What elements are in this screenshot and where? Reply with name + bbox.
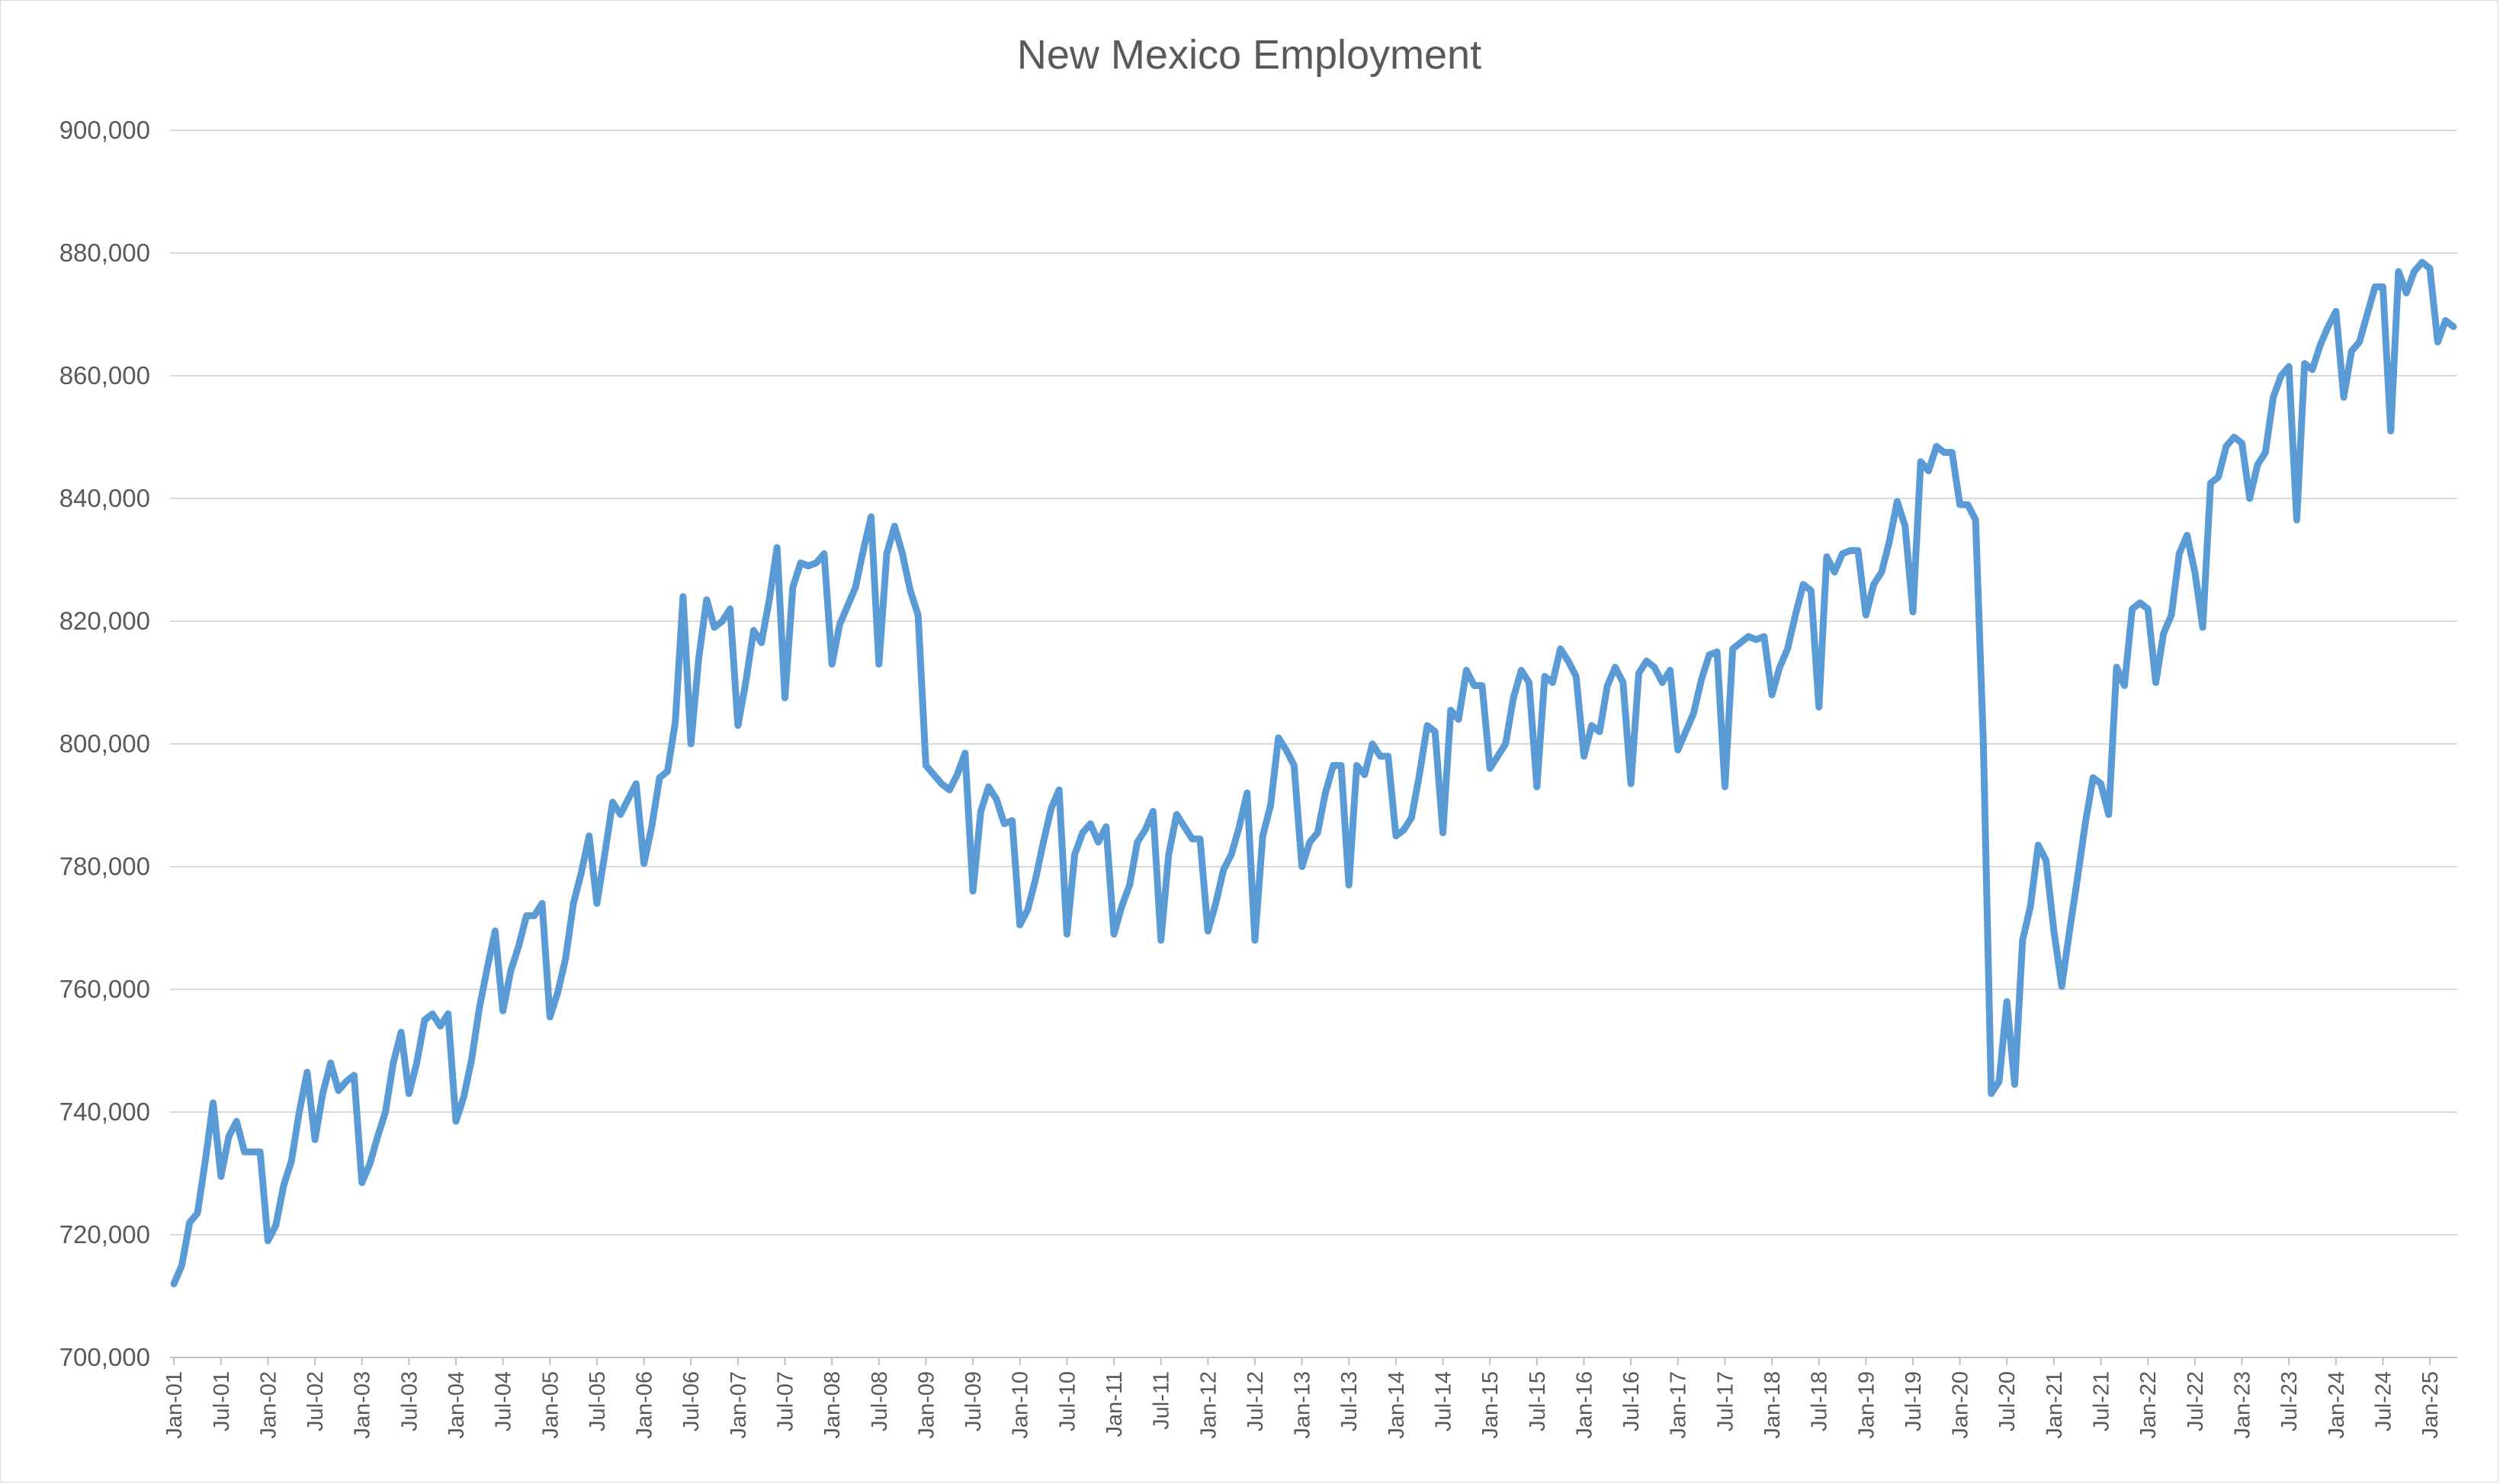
x-tick-label: Jan-15 [1478, 1371, 1503, 1439]
x-tick-label: Jul-05 [586, 1371, 610, 1431]
y-tick-label: 820,000 [59, 607, 150, 635]
y-tick-label: 840,000 [59, 484, 150, 512]
x-tick-label: Jul-23 [2277, 1371, 2302, 1431]
x-tick-label: Jul-11 [1150, 1371, 1174, 1430]
chart-title: New Mexico Employment [1016, 32, 1482, 78]
x-tick-label: Jul-08 [868, 1371, 892, 1431]
y-tick-label: 760,000 [59, 975, 150, 1003]
y-tick-label: 780,000 [59, 852, 150, 880]
x-tick-label: Jan-06 [633, 1371, 657, 1439]
x-tick-label: Jul-24 [2371, 1371, 2396, 1431]
x-tick-label: Jan-13 [1291, 1371, 1315, 1439]
x-tick-label: Jan-02 [256, 1371, 281, 1439]
x-tick-label: Jan-20 [1949, 1371, 1973, 1439]
x-tick-label: Jan-05 [538, 1371, 563, 1439]
y-tick-label: 880,000 [59, 239, 150, 267]
y-axis-tick-labels: 700,000 720,000 740,000 760,000 780,000 800,0… [59, 116, 150, 1371]
y-tick-label: 860,000 [59, 361, 150, 389]
x-tick-label: Jul-14 [1432, 1371, 1456, 1431]
x-tick-label: Jan-17 [1667, 1371, 1691, 1439]
x-tick-label: Jan-03 [351, 1371, 375, 1439]
x-tick-label: Jul-15 [1526, 1371, 1550, 1431]
x-axis-tick-labels: Jan-01 Jul-01 Jan-02 Jul-02 Jan-03 Jul-03 Jan-… [162, 1371, 2443, 1439]
y-tick-label: 900,000 [59, 116, 150, 144]
x-tick-label: Jan-11 [1102, 1371, 1127, 1438]
y-tick-label: 720,000 [59, 1220, 150, 1248]
x-tick-label: Jul-09 [961, 1371, 986, 1431]
x-tick-label: Jan-04 [444, 1371, 469, 1439]
x-tick-label: Jan-09 [914, 1371, 939, 1439]
x-tick-label: Jan-16 [1572, 1371, 1597, 1439]
x-tick-label: Jul-02 [303, 1371, 328, 1431]
x-tick-label: Jan-14 [1385, 1371, 1409, 1439]
x-tick-label: Jul-19 [1901, 1371, 1926, 1431]
x-tick-label: Jul-10 [1055, 1371, 1080, 1431]
x-tick-label: Jul-03 [397, 1371, 422, 1431]
x-tick-label: Jul-06 [679, 1371, 704, 1431]
x-tick-label: Jan-07 [727, 1371, 751, 1439]
x-tick-label: Jan-01 [162, 1371, 187, 1439]
x-tick-label: Jan-18 [1760, 1371, 1785, 1439]
x-axis [170, 1357, 2457, 1365]
x-tick-label: Jul-21 [2090, 1371, 2114, 1431]
x-tick-label: Jul-22 [2184, 1371, 2208, 1431]
x-tick-label: Jan-08 [820, 1371, 845, 1439]
x-tick-label: Jul-16 [1619, 1371, 1644, 1431]
x-tick-label: Jul-12 [1244, 1371, 1268, 1431]
x-tick-label: Jan-19 [1854, 1371, 1879, 1439]
x-tick-label: Jul-07 [774, 1371, 798, 1431]
x-tick-label: Jul-18 [1808, 1371, 1832, 1431]
x-tick-label: Jul-17 [1713, 1371, 1738, 1431]
x-tick-label: Jan-12 [1196, 1371, 1221, 1439]
y-tick-label: 800,000 [59, 729, 150, 758]
x-tick-label: Jul-04 [492, 1371, 516, 1431]
x-tick-label: Jan-24 [2325, 1371, 2349, 1439]
x-tick-label: Jul-20 [1995, 1371, 2020, 1431]
x-tick-label: Jul-13 [1337, 1371, 1362, 1431]
x-tick-label: Jan-10 [1009, 1371, 1033, 1439]
series-layer [170, 258, 2457, 1287]
y-tick-label: 740,000 [59, 1098, 150, 1126]
employment-series-line [170, 258, 2457, 1287]
x-tick-label: Jan-25 [2418, 1371, 2443, 1439]
y-tick-label: 700,000 [59, 1343, 150, 1371]
x-tick-label: Jan-21 [2043, 1371, 2067, 1439]
x-tick-label: Jan-23 [2230, 1371, 2254, 1439]
x-tick-label: Jul-01 [210, 1371, 234, 1431]
x-tick-label: Jan-22 [2136, 1371, 2161, 1439]
